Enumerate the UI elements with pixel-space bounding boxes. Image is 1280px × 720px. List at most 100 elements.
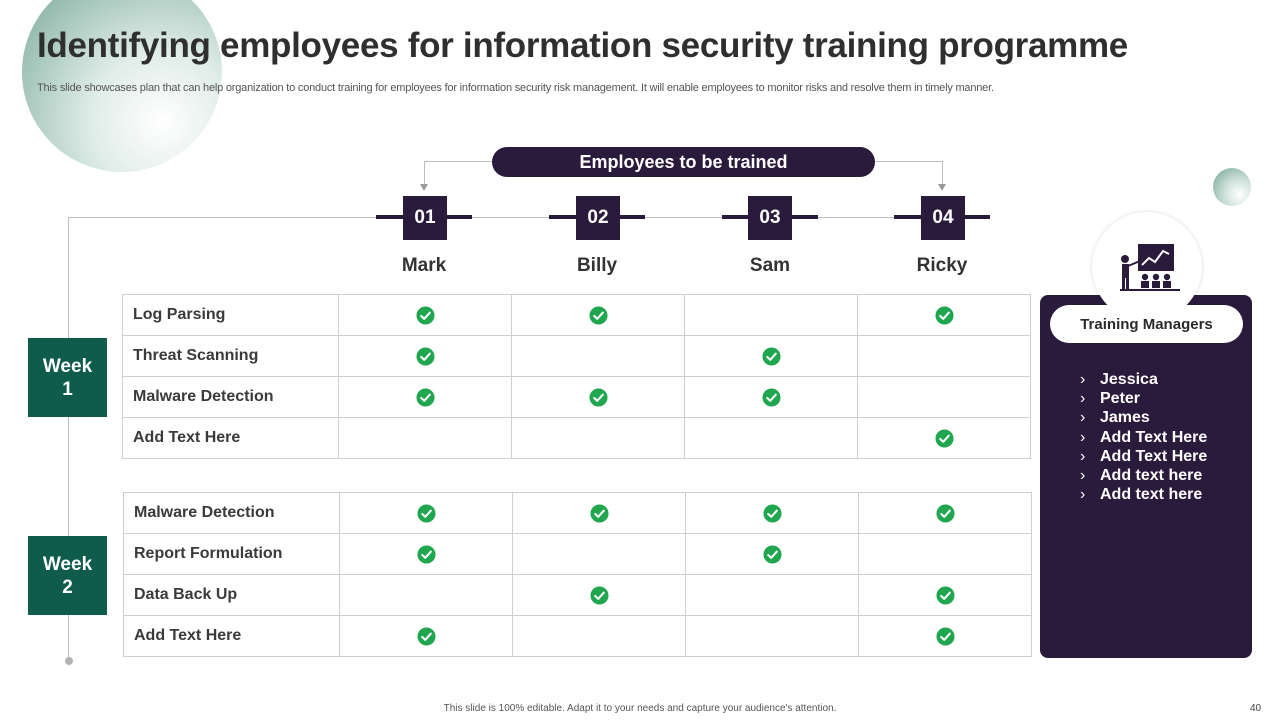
arrow-down-icon	[420, 184, 428, 191]
check-icon	[588, 387, 608, 407]
check-icon	[935, 503, 955, 523]
page-number: 40	[1250, 703, 1262, 714]
manager-name: Add text here	[1100, 486, 1203, 504]
employee-name-ricky: Ricky	[916, 255, 968, 276]
task-label: Add Text Here	[123, 615, 340, 657]
check-cell-mark	[339, 533, 513, 575]
check-icon	[416, 503, 436, 523]
check-cell-ricky	[857, 294, 1031, 336]
check-cell-billy	[511, 417, 685, 459]
check-cell-sam	[684, 417, 858, 459]
check-cell-billy	[511, 376, 685, 418]
check-icon	[416, 626, 436, 646]
week-2-label: Week 2	[28, 536, 107, 615]
training-managers-list: › Jessica › Peter › James › Add Text Here › Add T…	[1080, 370, 1245, 504]
table-row: Malware Detection	[122, 376, 1031, 418]
decorative-circle-large	[22, 0, 222, 172]
check-cell-billy	[512, 533, 686, 575]
employee-number-04: 04	[921, 196, 965, 240]
check-cell-mark	[339, 615, 513, 657]
employees-header: Employees to be trained	[492, 147, 875, 177]
manager-name: Add Text Here	[1100, 428, 1208, 446]
check-cell-ricky	[858, 574, 1032, 616]
week-1-table: Log Parsing Threat Scanning Malware Detect…	[122, 294, 1031, 459]
employee-number-03: 03	[748, 196, 792, 240]
check-cell-sam	[685, 574, 859, 616]
task-label: Add Text Here	[122, 417, 339, 459]
check-icon	[589, 503, 609, 523]
chevron-right-icon: ›	[1080, 371, 1086, 388]
task-label: Threat Scanning	[122, 335, 339, 377]
arrow-down-icon	[938, 184, 946, 191]
check-icon	[935, 585, 955, 605]
manager-list-item: › Add Text Here	[1080, 428, 1245, 447]
chevron-right-icon: ›	[1080, 390, 1086, 408]
employee-number-02: 02	[576, 196, 620, 240]
slide-title: Identifying employees for information se…	[37, 26, 1128, 65]
table-row: Data Back Up	[123, 574, 1032, 616]
chevron-right-icon: ›	[1080, 409, 1086, 427]
training-icon-circle	[1092, 212, 1202, 322]
employee-name-sam: Sam	[749, 255, 791, 276]
check-icon	[416, 544, 436, 564]
check-cell-mark	[339, 492, 513, 534]
manager-list-item: › Jessica	[1080, 370, 1245, 389]
slide-subtitle: This slide showcases plan that can help …	[37, 82, 994, 94]
week-number-text: 2	[62, 576, 73, 598]
vertical-timeline-line	[68, 217, 69, 661]
task-label: Data Back Up	[123, 574, 340, 616]
table-row: Log Parsing	[122, 294, 1031, 336]
check-cell-ricky	[857, 376, 1031, 418]
timeline-line	[68, 217, 988, 218]
task-label: Log Parsing	[122, 294, 339, 336]
training-managers-panel	[1040, 295, 1252, 658]
check-cell-mark	[338, 417, 512, 459]
task-label: Malware Detection	[122, 376, 339, 418]
decorative-circle-small	[1213, 168, 1251, 206]
check-cell-mark	[338, 294, 512, 336]
check-icon	[762, 544, 782, 564]
check-icon	[415, 346, 435, 366]
employee-name-billy: Billy	[576, 255, 618, 276]
employee-name-mark: Mark	[401, 255, 447, 276]
manager-list-item: › Peter	[1080, 389, 1245, 408]
chevron-right-icon: ›	[1080, 486, 1086, 504]
check-cell-sam	[685, 615, 859, 657]
check-cell-mark	[338, 376, 512, 418]
manager-name: James	[1100, 409, 1150, 427]
week-label-text: Week	[42, 355, 93, 377]
manager-name: Add Text Here	[1100, 447, 1208, 465]
task-label: Report Formulation	[123, 533, 340, 575]
check-cell-ricky	[858, 615, 1032, 657]
table-row: Add Text Here	[122, 417, 1031, 459]
check-cell-ricky	[858, 533, 1032, 575]
training-managers-label: Training Managers	[1050, 305, 1243, 343]
check-cell-billy	[512, 615, 686, 657]
check-icon	[934, 305, 954, 325]
manager-list-item: › Add Text Here	[1080, 447, 1245, 466]
check-cell-sam	[685, 533, 859, 575]
check-icon	[761, 346, 781, 366]
check-icon	[761, 387, 781, 407]
check-cell-sam	[684, 294, 858, 336]
week-label-text: Week	[42, 553, 93, 575]
presentation-icon	[1120, 244, 1180, 291]
check-cell-ricky	[857, 417, 1031, 459]
week-number-text: 1	[62, 378, 73, 400]
connector-line	[942, 161, 943, 185]
check-cell-sam	[684, 376, 858, 418]
check-cell-sam	[684, 335, 858, 377]
table-row: Threat Scanning	[122, 335, 1031, 377]
check-cell-mark	[339, 574, 513, 616]
check-icon	[762, 503, 782, 523]
check-icon	[934, 428, 954, 448]
connector-line	[424, 161, 492, 162]
check-cell-mark	[338, 335, 512, 377]
check-icon	[935, 626, 955, 646]
manager-list-item: › Add text here	[1080, 466, 1245, 485]
check-cell-billy	[511, 294, 685, 336]
table-row: Report Formulation	[123, 533, 1032, 575]
table-row: Malware Detection	[123, 492, 1032, 534]
manager-name: Peter	[1100, 390, 1141, 408]
manager-list-item: › Add text here	[1080, 485, 1245, 504]
